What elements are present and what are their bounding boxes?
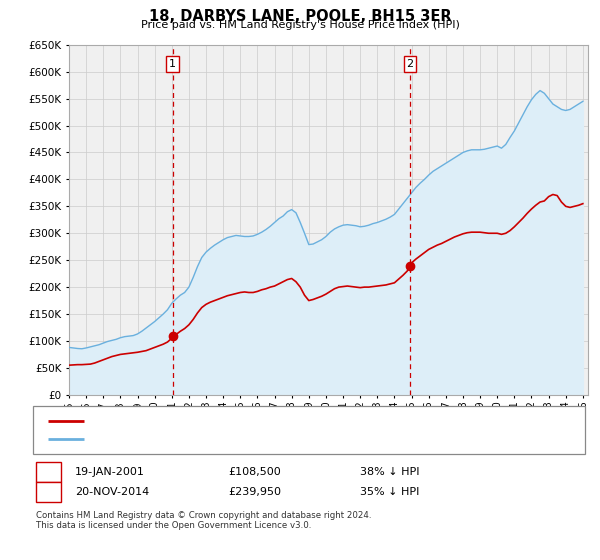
Text: 35% ↓ HPI: 35% ↓ HPI [360, 487, 419, 497]
Text: £239,950: £239,950 [228, 487, 281, 497]
Text: Contains HM Land Registry data © Crown copyright and database right 2024.: Contains HM Land Registry data © Crown c… [36, 511, 371, 520]
Text: Price paid vs. HM Land Registry's House Price Index (HPI): Price paid vs. HM Land Registry's House … [140, 20, 460, 30]
Text: £108,500: £108,500 [228, 466, 281, 477]
Text: 18, DARBYS LANE, POOLE, BH15 3ER (detached house): 18, DARBYS LANE, POOLE, BH15 3ER (detach… [93, 416, 363, 426]
Text: 19-JAN-2001: 19-JAN-2001 [75, 466, 145, 477]
Text: This data is licensed under the Open Government Licence v3.0.: This data is licensed under the Open Gov… [36, 521, 311, 530]
Text: 20-NOV-2014: 20-NOV-2014 [75, 487, 149, 497]
Text: 1: 1 [45, 466, 52, 477]
Text: 2: 2 [45, 487, 52, 497]
Text: 38% ↓ HPI: 38% ↓ HPI [360, 466, 419, 477]
Text: 2: 2 [406, 59, 413, 69]
Text: HPI: Average price, detached house, Bournemouth Christchurch and Poole: HPI: Average price, detached house, Bour… [93, 434, 457, 444]
Text: 18, DARBYS LANE, POOLE, BH15 3ER: 18, DARBYS LANE, POOLE, BH15 3ER [149, 9, 451, 24]
Text: 1: 1 [169, 59, 176, 69]
